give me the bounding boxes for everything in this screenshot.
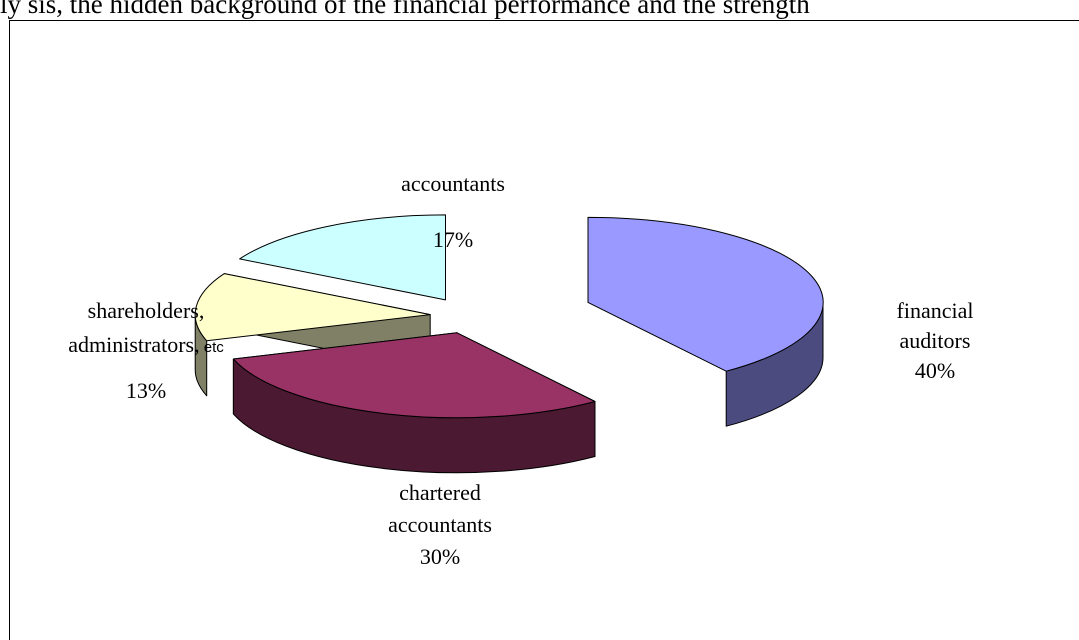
slice-label-2-percent: 13%: [126, 378, 166, 403]
slice-label-2-line-0: shareholders,: [88, 298, 205, 323]
slice-label-3-percent: 17%: [433, 227, 473, 252]
labels-layer: financial auditors 40% chartered accountants…: [68, 171, 973, 569]
slice-label-2-suffix: etc: [200, 339, 225, 356]
slice-40pct: [587, 216, 824, 427]
slice-30pct: [232, 332, 596, 474]
slice-17pct-top: [239, 214, 446, 301]
slice-40pct-top: [587, 216, 824, 372]
slice-label-1-line-0: chartered: [399, 480, 481, 505]
pie-chart: financial auditors 40% chartered accountants…: [68, 171, 973, 569]
slice-13pct-top: [194, 273, 431, 342]
slice-label-1-line-1: accountants: [388, 512, 492, 537]
slice-label-0-percent: 40%: [915, 358, 955, 383]
slice-label-0-line-1: auditors: [900, 328, 971, 353]
slice-label-1-percent: 30%: [420, 544, 460, 569]
top-text-line: ly sis, the hidden background of the fin…: [0, 0, 810, 19]
slice-label-0-line-0: financial: [897, 298, 974, 323]
slice-30pct-top: [232, 332, 596, 419]
slices-layer: [194, 214, 824, 474]
chart-frame: [9, 20, 1079, 640]
slice-label-2-line-1: administrators, etc: [68, 332, 224, 357]
slice-label-3-line-0: accountants: [401, 171, 505, 196]
slice-17pct: [239, 214, 446, 301]
